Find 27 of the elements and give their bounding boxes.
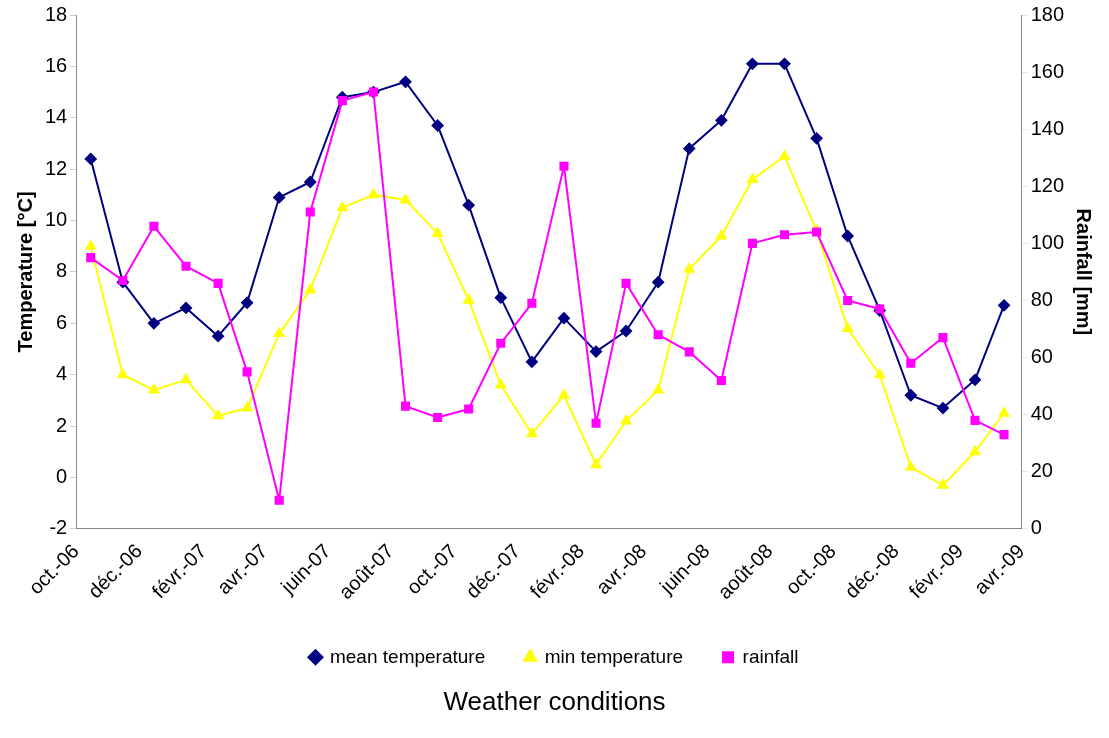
y-tick-label: 12 [45, 156, 68, 179]
y-tick-label: 2 [56, 413, 68, 436]
y-tick-label: 18 [45, 2, 68, 25]
y-tick-label: 16 [45, 53, 68, 76]
y2-tick-label: 80 [1030, 288, 1053, 310]
legend-label: rainfall [742, 645, 799, 667]
y2-tick-label: 160 [1030, 59, 1065, 82]
y2-tick-label: 100 [1030, 230, 1065, 253]
y2-tick-label: 120 [1030, 173, 1065, 196]
y2-tick-label: 60 [1030, 345, 1053, 368]
y2-tick-label: 40 [1030, 402, 1053, 425]
y2-tick-label: 0 [1030, 516, 1042, 539]
text: Weather conditions [443, 685, 666, 716]
y2-tick-label: 140 [1030, 116, 1065, 139]
y-tick-label: 0 [56, 464, 68, 487]
y2-tick-label: 20 [1030, 459, 1053, 482]
legend-label: min temperature [544, 645, 684, 667]
y2-tick-label: 180 [1030, 2, 1065, 25]
y-tick-label: 14 [45, 105, 68, 128]
y-tick-label: 6 [56, 310, 68, 333]
y-tick-label: 10 [45, 208, 68, 231]
y-tick-label: 4 [56, 362, 68, 385]
y-axis-title: Temperature [°C] [13, 191, 36, 353]
y-tick-label: 8 [56, 259, 68, 282]
legend-label: mean temperature [329, 645, 486, 667]
y-tick-label: -2 [49, 516, 68, 539]
y2-axis-title: Rainfall [mm] [1073, 208, 1096, 336]
